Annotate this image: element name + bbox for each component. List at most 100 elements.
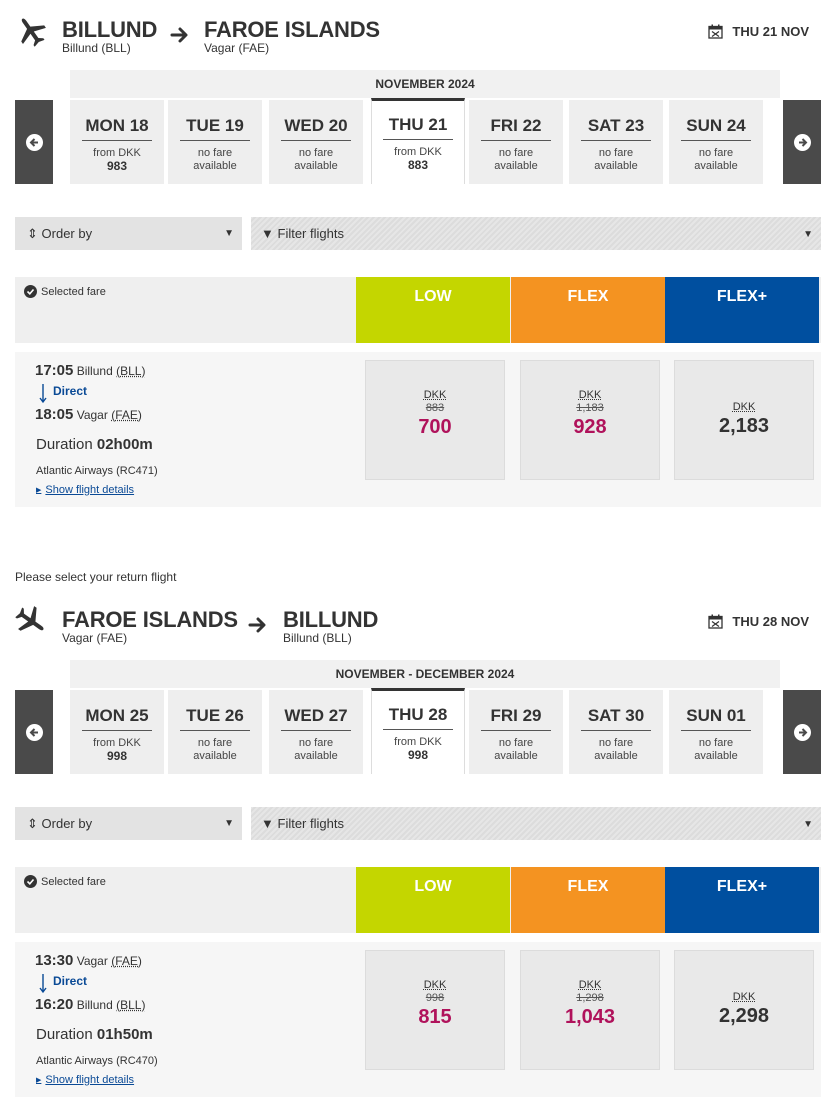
inbound-filters: ⇕ Order by ▼ ▼ Filter flights ▼ (15, 807, 821, 840)
departure-time: 17:05 (35, 362, 74, 379)
fare-column-flex: FLEX (511, 277, 665, 343)
outbound-fare-header: Selected fare LOW FLEX FLEX+ (15, 277, 821, 343)
order-by-select[interactable]: ⇕ Order by ▼ (15, 217, 242, 250)
day-label: MON 25 (82, 706, 152, 731)
outbound-section: BILLUND Billund (BLL) FAROE ISLANDS Vaga… (15, 17, 821, 507)
day-label: FRI 29 (481, 706, 551, 731)
fare-column-flexplus: FLEX+ (665, 867, 819, 933)
departure-info: 17:05 Billund (BLL) (35, 362, 145, 379)
fare-option-low[interactable]: DKK 998 815 (365, 950, 505, 1070)
date-tab-tue-26[interactable]: TUE 26 no fare available (168, 690, 262, 774)
date-tab-tue-19[interactable]: TUE 19 no fare available (168, 100, 262, 184)
day-fare-line2: available (494, 160, 538, 172)
inbound-origin: FAROE ISLANDS Vagar (FAE) (62, 608, 238, 645)
outbound-filters: ⇕ Order by ▼ ▼ Filter flights ▼ (15, 217, 821, 250)
calendar-icon (708, 24, 724, 39)
inbound-date-carousel: NOVEMBER - DECEMBER 2024 MON 25 from DKK… (15, 660, 821, 775)
duration-label: Duration (36, 436, 93, 453)
day-label: FRI 22 (481, 116, 551, 141)
destination-airport: Billund (BLL) (283, 631, 352, 645)
inbound-route-header: FAROE ISLANDS Vagar (FAE) BILLUND Billun… (0, 590, 839, 650)
airline-info: Atlantic Airways (RC470) (36, 1055, 158, 1067)
outbound-flight-row: 17:05 Billund (BLL) Direct 18:05 Vagar (… (15, 352, 821, 507)
inbound-date: THU 28 NOV (708, 614, 809, 629)
date-tab-wed-27[interactable]: WED 27 no fare available (269, 690, 363, 774)
order-by-label: Order by (41, 816, 93, 831)
day-fare-line2: 883 (407, 158, 429, 172)
show-flight-details-link[interactable]: ▶ Show flight details (36, 484, 134, 496)
day-label: SUN 01 (681, 706, 751, 731)
date-tab-sun-01[interactable]: SUN 01 no fare available (669, 690, 763, 774)
day-fare-line2: available (594, 160, 638, 172)
show-flight-details-link[interactable]: ▶ Show flight details (36, 1074, 134, 1086)
day-fare-line1: from DKK (93, 737, 141, 749)
day-label: THU 21 (383, 115, 453, 140)
fare-currency: DKK (578, 389, 602, 401)
inbound-destination: BILLUND Billund (BLL) (283, 608, 378, 645)
day-fare-line2: available (294, 750, 338, 762)
date-tab-fri-29[interactable]: FRI 29 no fare available (469, 690, 563, 774)
fare-option-flexplus[interactable]: DKK 2,183 (674, 360, 814, 480)
fare-option-flex[interactable]: DKK 1,298 1,043 (520, 950, 660, 1070)
fare-column-low: LOW (356, 277, 510, 343)
day-fare-line2: available (294, 160, 338, 172)
outbound-destination: FAROE ISLANDS Vagar (FAE) (204, 17, 380, 55)
order-by-select[interactable]: ⇕ Order by ▼ (15, 807, 242, 840)
day-fare-line1: no fare (698, 147, 734, 159)
fare-currency: DKK (732, 401, 756, 413)
day-fare-line2: available (193, 160, 237, 172)
day-label: SAT 23 (581, 116, 651, 141)
date-tab-sat-23[interactable]: SAT 23 no fare available (569, 100, 663, 184)
date-tab-thu-28-selected[interactable]: THU 28 from DKK 998 (371, 688, 465, 774)
day-fare-line2: 983 (106, 159, 128, 173)
destination-city: FAROE ISLANDS (204, 17, 380, 42)
fare-price: 928 (573, 416, 607, 438)
filter-icon: ▼ (261, 226, 274, 241)
day-fare-line1: from DKK (394, 146, 442, 158)
next-week-button[interactable] (783, 100, 821, 184)
inbound-section: FAROE ISLANDS Vagar (FAE) BILLUND Billun… (0, 590, 839, 1100)
fare-option-flexplus[interactable]: DKK 2,298 (674, 950, 814, 1070)
calendar-icon (708, 614, 724, 629)
duration-label: Duration (36, 1026, 93, 1043)
arrow-right-icon (248, 617, 266, 633)
prev-week-button[interactable] (15, 690, 53, 774)
fare-price: 815 (418, 1006, 452, 1028)
arrival-time: 16:20 (35, 996, 74, 1013)
origin-airport: Billund (BLL) (62, 41, 131, 55)
date-tab-mon-18[interactable]: MON 18 from DKK 983 (70, 100, 164, 184)
day-fare-line2: available (694, 750, 738, 762)
day-label: TUE 26 (180, 706, 250, 731)
date-tab-wed-20[interactable]: WED 20 no fare available (269, 100, 363, 184)
origin-airport: Vagar (FAE) (62, 631, 128, 645)
fare-column-flex: FLEX (511, 867, 665, 933)
day-fare-line1: no fare (298, 147, 334, 159)
filter-flights-select[interactable]: ▼ Filter flights ▼ (251, 807, 821, 840)
inbound-date-text: THU 28 NOV (732, 614, 809, 629)
next-week-button[interactable] (783, 690, 821, 774)
caret-right-icon: ▶ (36, 1077, 42, 1084)
day-fare-line2: 998 (407, 748, 429, 762)
fare-option-flex[interactable]: DKK 1,183 928 (520, 360, 660, 480)
date-tab-thu-21-selected[interactable]: THU 21 from DKK 883 (371, 98, 465, 184)
origin-city: BILLUND (62, 17, 158, 42)
chevron-down-icon: ▼ (224, 228, 234, 239)
arrow-right-circle-icon (793, 133, 811, 151)
date-tab-mon-25[interactable]: MON 25 from DKK 998 (70, 690, 164, 774)
day-fare-line1: no fare (498, 147, 534, 159)
departure-place: Vagar (76, 954, 108, 968)
airline-info: Atlantic Airways (RC471) (36, 465, 158, 477)
arrow-down-icon (39, 974, 47, 994)
date-tab-fri-22[interactable]: FRI 22 no fare available (469, 100, 563, 184)
filter-flights-select[interactable]: ▼ Filter flights ▼ (251, 217, 821, 250)
date-tab-sat-30[interactable]: SAT 30 no fare available (569, 690, 663, 774)
outbound-date-text: THU 21 NOV (732, 24, 809, 39)
chevron-down-icon: ▼ (803, 819, 813, 830)
fare-option-low[interactable]: DKK 883 700 (365, 360, 505, 480)
selected-fare-label: Selected fare (24, 875, 106, 888)
sort-icon: ⇕ (27, 816, 38, 831)
date-tab-sun-24[interactable]: SUN 24 no fare available (669, 100, 763, 184)
prev-week-button[interactable] (15, 100, 53, 184)
fare-currency: DKK (423, 389, 447, 401)
duration: Duration 01h50m (36, 1026, 153, 1043)
